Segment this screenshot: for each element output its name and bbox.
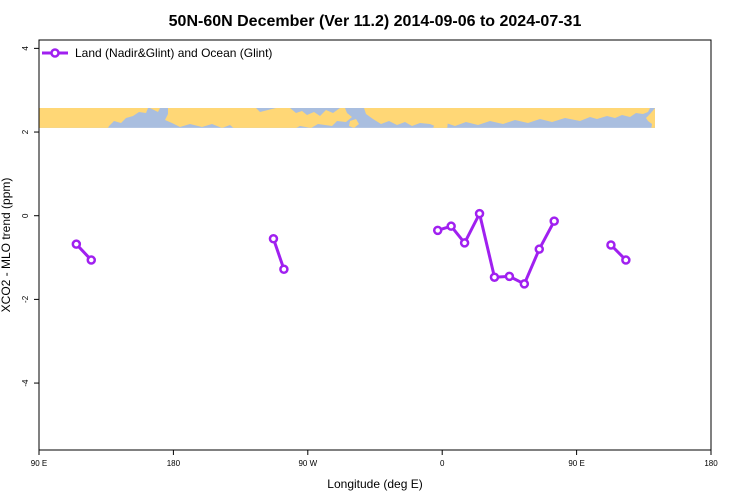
map-land-kamchatka (150, 108, 160, 116)
axes: 90 E 180 90 W 0 90 E 180 4 2 0 -2 -4 (21, 46, 718, 468)
y-tick-label: 2 (21, 129, 30, 134)
series-line-segment (271, 237, 286, 271)
data-point (446, 221, 456, 231)
y-tick-label: -4 (21, 379, 30, 387)
data-point (489, 272, 500, 282)
data-layer (71, 208, 631, 289)
legend: Land (Nadir&Glint) and Ocean (Glint) (42, 46, 272, 60)
x-tick-label: 90 W (298, 459, 317, 468)
x-tick-label: 90 E (568, 459, 584, 468)
data-point (474, 208, 485, 219)
legend-marker (50, 48, 60, 58)
x-axis-label: Longitude (deg E) (327, 477, 422, 491)
map-land-newfoundland (349, 119, 359, 128)
y-tick-label: 4 (21, 46, 30, 51)
data-point (519, 279, 530, 289)
x-tick-label: 180 (704, 459, 718, 468)
map-land-eurasia (364, 108, 650, 127)
data-point (534, 244, 545, 254)
map-strip (39, 108, 655, 128)
data-point (504, 271, 515, 282)
x-tick-label: 180 (167, 459, 181, 468)
data-point (279, 264, 289, 275)
chart-title: 50N-60N December (Ver 11.2) 2014-09-06 t… (169, 13, 582, 30)
map-land-north-america (165, 108, 352, 128)
legend-entry: Land (Nadir&Glint) and Ocean (Glint) (75, 46, 272, 60)
x-tick-label: 0 (440, 459, 445, 468)
data-point (71, 239, 82, 249)
map-land-europe-coast (433, 118, 448, 128)
data-point (268, 233, 279, 244)
y-tick-label: -2 (21, 295, 30, 303)
data-point (549, 216, 559, 226)
plot-frame (38, 39, 712, 451)
data-point (459, 238, 470, 248)
data-point (621, 255, 631, 265)
x-tick-label: 90 E (31, 459, 47, 468)
data-point (432, 225, 443, 236)
y-axis-label: XCO2 - MLO trend (ppm) (0, 178, 13, 313)
y-tick-label: 0 (21, 213, 30, 218)
data-point (606, 240, 616, 250)
map-land-west (39, 108, 148, 128)
data-point (86, 255, 97, 265)
map-land-east-asia (646, 108, 655, 128)
